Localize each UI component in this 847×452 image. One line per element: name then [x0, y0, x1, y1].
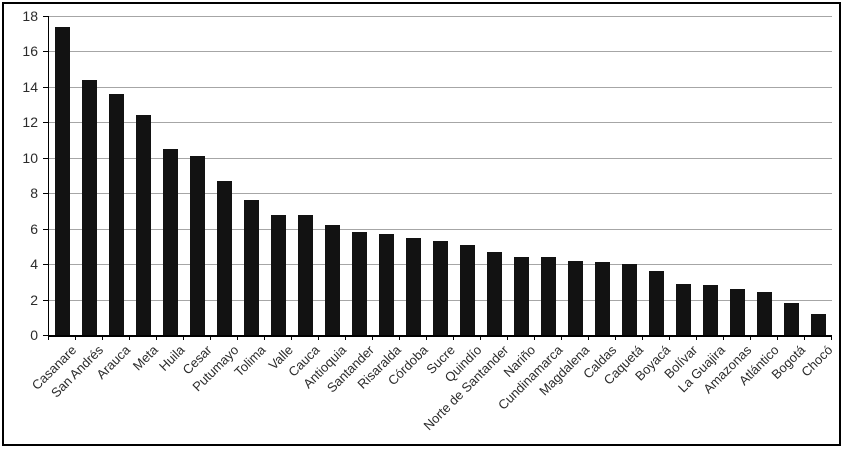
y-axis-tick-label: 10 [22, 149, 38, 166]
bar-quindío [460, 244, 475, 335]
gridline-y-18 [49, 16, 832, 17]
bar-la-guajira [703, 285, 718, 335]
bar-huila [163, 148, 178, 335]
x-axis-tick-mark [264, 335, 265, 340]
bar-córdoba [406, 237, 421, 335]
y-axis-tick-label: 16 [22, 43, 38, 60]
x-axis-tick-mark [399, 335, 400, 340]
x-axis-tick-mark [669, 335, 670, 340]
x-axis-tick-mark [129, 335, 130, 340]
bar-san-andrés [82, 79, 97, 335]
x-axis-tick-mark [480, 335, 481, 340]
bar-caquetá [622, 264, 637, 335]
y-axis-tick-label: 4 [30, 256, 38, 273]
x-axis-tick-mark [534, 335, 535, 340]
gridline-y-6 [49, 228, 832, 230]
y-axis-tick-label: 8 [30, 185, 38, 202]
x-axis-tick-mark [750, 335, 751, 340]
x-axis-tick-mark [615, 335, 616, 340]
y-axis-tick-label: 12 [22, 114, 38, 131]
x-axis-tick-mark [237, 335, 238, 340]
x-axis-tick-mark [507, 335, 508, 340]
y-axis-tick-mark [43, 264, 48, 266]
x-axis-tick-mark [831, 335, 832, 340]
x-axis-tick-mark [291, 335, 292, 340]
gridline-y-16 [49, 51, 832, 53]
bar-tolima [244, 200, 259, 335]
y-axis-tick-mark [43, 122, 48, 124]
bar-atlántico [757, 292, 772, 335]
bar-cundinamarca [541, 257, 556, 335]
y-axis-tick-mark [43, 16, 48, 17]
x-axis-tick-mark [453, 335, 454, 340]
y-axis-tick-mark [43, 228, 48, 230]
bar-norte-de-santander [487, 251, 502, 335]
x-axis-tick-mark [588, 335, 589, 340]
x-axis-tick-mark [804, 335, 805, 340]
x-axis-tick-mark [75, 335, 76, 340]
bar-bolívar [676, 283, 691, 335]
bar-magdalena [568, 260, 583, 335]
figure-border [2, 2, 841, 446]
bar-casanare [55, 26, 70, 335]
x-axis-tick-mark [561, 335, 562, 340]
bar-arauca [109, 93, 124, 335]
y-axis-tick-label: 2 [30, 291, 38, 308]
x-axis-tick-mark [102, 335, 103, 340]
bar-meta [136, 115, 151, 335]
bar-bogotá [784, 303, 799, 335]
bar-santander [352, 232, 367, 335]
plot-area [48, 16, 832, 337]
x-axis-tick-mark [777, 335, 778, 340]
gridline-y-12 [49, 122, 832, 124]
bar-nariño [514, 257, 529, 335]
bar-risaralda [379, 233, 394, 335]
x-axis-tick-mark [696, 335, 697, 340]
y-axis-tick-mark [43, 51, 48, 53]
bar-caldas [595, 262, 610, 335]
bar-boyacá [649, 271, 664, 335]
x-axis-tick-mark [156, 335, 157, 340]
x-axis-tick-mark [426, 335, 427, 340]
bar-cesar [190, 156, 205, 335]
bar-sucre [433, 241, 448, 335]
y-axis-tick-mark [43, 193, 48, 195]
y-axis-tick-mark [43, 335, 48, 336]
x-axis-tick-mark [372, 335, 373, 340]
bar-cauca [298, 214, 313, 335]
bar-amazonas [730, 288, 745, 335]
bar-putumayo [217, 180, 232, 335]
bar-antioquia [325, 225, 340, 335]
x-axis-tick-mark [48, 335, 49, 340]
y-axis-tick-label: 0 [30, 327, 38, 343]
y-axis-tick-mark [43, 299, 48, 301]
bar-chocó [811, 313, 826, 335]
y-axis-tick-mark [43, 157, 48, 159]
y-axis-tick-mark [43, 86, 48, 88]
x-axis-tick-mark [210, 335, 211, 340]
x-axis-tick-mark [183, 335, 184, 340]
x-axis-tick-mark [723, 335, 724, 340]
gridline-y-14 [49, 86, 832, 88]
gridline-y-8 [49, 193, 832, 195]
y-axis-tick-label: 6 [30, 220, 38, 237]
gridline-y-10 [49, 157, 832, 159]
y-axis-tick-label: 14 [22, 78, 38, 95]
x-axis-tick-mark [318, 335, 319, 340]
bar-valle [271, 214, 286, 335]
y-axis-tick-label: 18 [22, 8, 38, 24]
x-axis-tick-mark [345, 335, 346, 340]
x-axis-tick-mark [642, 335, 643, 340]
